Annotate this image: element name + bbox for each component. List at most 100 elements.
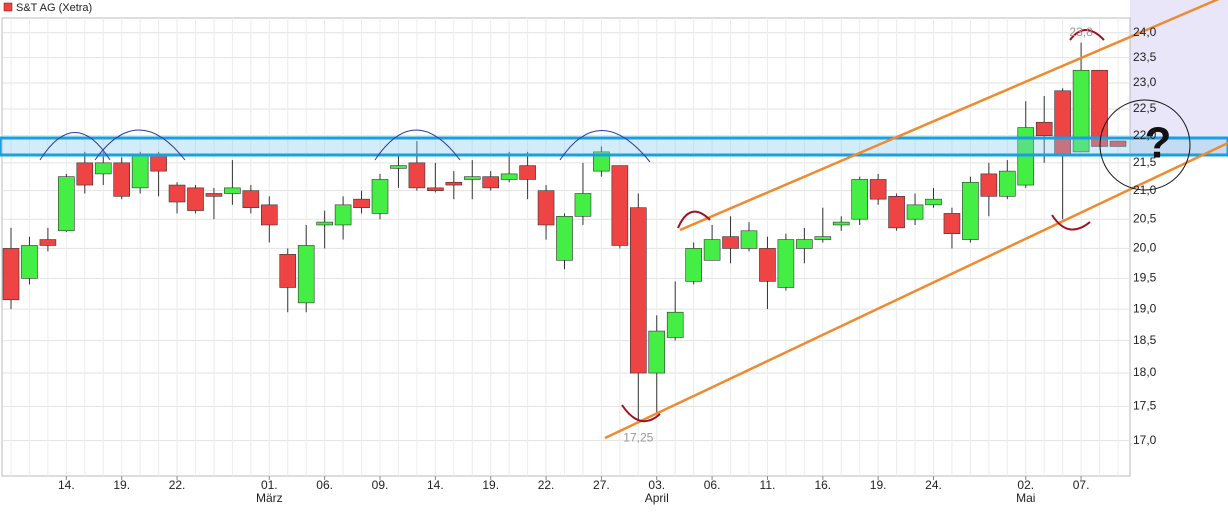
x-tick-label: 27. [593, 478, 610, 492]
candle-body [94, 162, 112, 175]
candle-body [445, 181, 463, 186]
x-tick-label: 14. [58, 478, 75, 492]
candle-body [482, 176, 500, 189]
candles [2, 42, 1127, 424]
x-tick-label: 06. [316, 478, 333, 492]
y-tick-label: 23,5 [1133, 50, 1157, 64]
candle-body [353, 198, 370, 209]
y-tick-label: 20,5 [1133, 211, 1157, 225]
candle-body [76, 162, 94, 186]
x-tick-label: 06. [704, 478, 721, 492]
x-tick-label: 19. [113, 478, 130, 492]
channel-upper [679, 0, 1220, 232]
month-label: März [256, 491, 283, 505]
candle-body [998, 170, 1016, 197]
candle-body [150, 154, 167, 172]
candle-body [1035, 121, 1053, 136]
x-tick-label: 03. [648, 478, 665, 492]
candle-body [334, 204, 352, 226]
candle-body [629, 207, 647, 374]
plot-frame [1, 17, 1131, 477]
x-tick-label: 02. [1017, 478, 1034, 492]
y-tick-label: 20,0 [1133, 241, 1157, 255]
candle-body [703, 239, 721, 261]
candle-body [224, 187, 241, 194]
candle-body [58, 176, 75, 232]
candle-body [722, 236, 739, 249]
month-label: April [645, 491, 669, 505]
candle-body [980, 173, 998, 197]
candle-body [906, 204, 924, 220]
x-tick-label: 19. [482, 478, 499, 492]
channel-lower [604, 141, 1228, 440]
y-tick-label: 22,5 [1133, 101, 1157, 115]
candle-body [1072, 69, 1090, 153]
shade-region [1130, 0, 1228, 155]
x-tick-label: 22. [538, 478, 555, 492]
candle-body [39, 239, 57, 246]
candle-body [888, 196, 905, 229]
resistance-band [0, 136, 1228, 157]
candle-body [131, 154, 149, 189]
candle-body [113, 162, 130, 197]
candle-body [260, 204, 278, 226]
candle-body [316, 221, 333, 226]
candle-body [685, 248, 702, 282]
legend-swatch [3, 2, 13, 12]
candle-body [759, 248, 776, 282]
candle-body [168, 184, 186, 203]
candle-body [408, 162, 426, 189]
candle-body [943, 213, 961, 235]
x-tick-label: 22. [169, 478, 186, 492]
candle-body [574, 193, 592, 217]
candle-body [1109, 140, 1127, 147]
candle-body [796, 239, 813, 249]
candle-body [851, 179, 869, 220]
x-tick-label: 07. [1073, 478, 1090, 492]
drawings: ? [0, 0, 1228, 440]
candle-body [537, 190, 555, 226]
circle-mark [1099, 99, 1191, 191]
candle-body [427, 187, 444, 191]
candle-body [390, 165, 407, 169]
candle-body [279, 254, 297, 288]
candle-body [962, 181, 979, 240]
arcs [39, 129, 651, 163]
y-tick-label: 17,0 [1133, 433, 1157, 447]
x-tick-label: 24. [925, 478, 942, 492]
x-tick-label: 14. [427, 478, 444, 492]
y-tick-label: 21,0 [1133, 183, 1157, 197]
candle-body [814, 236, 832, 240]
y-tick-label: 21,5 [1133, 155, 1157, 169]
y-tick-label: 24,0 [1133, 25, 1157, 39]
candle-body [519, 165, 536, 180]
x-tick-label: 01. [261, 478, 278, 492]
candle-body [740, 230, 758, 249]
candle-body [371, 179, 389, 214]
y-tick-label: 23,0 [1133, 75, 1157, 89]
candle-body [21, 245, 38, 279]
candle-body [1091, 69, 1108, 147]
question-mark: ? [1145, 119, 1172, 168]
y-tick-label: 19,0 [1133, 301, 1157, 315]
y-tick-label: 18,0 [1133, 365, 1157, 379]
candle-body [500, 173, 518, 180]
x-tick-label: 09. [372, 478, 389, 492]
candle-body [463, 176, 481, 180]
candle-body [777, 239, 795, 288]
candle-body [593, 151, 610, 172]
y-tick-label: 18,5 [1133, 333, 1157, 347]
y-tick-label: 19,5 [1133, 271, 1157, 285]
x-tick-label: 16. [814, 478, 831, 492]
high-label: 23,8 [1069, 25, 1093, 39]
candle-body [611, 165, 629, 246]
candle-body [925, 198, 942, 206]
chart-title: S&T AG (Xetra) [16, 2, 92, 14]
candle-body [297, 245, 315, 304]
turn-marks [621, 29, 1105, 423]
y-tick-label: 17,5 [1133, 399, 1157, 413]
candle-body [556, 216, 573, 261]
